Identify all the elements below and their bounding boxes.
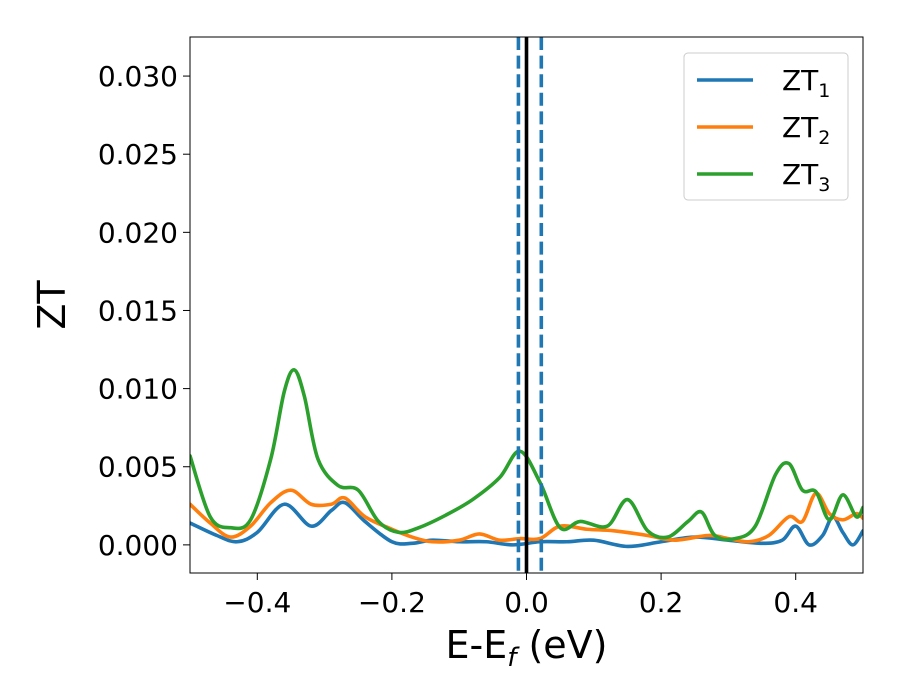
y-tick-label: 0.030 bbox=[98, 60, 178, 93]
y-axis-label: ZT bbox=[30, 280, 74, 330]
y-tick-label: 0.010 bbox=[98, 373, 178, 406]
x-axis: −0.4 −0.2 0.0 0.2 0.4 bbox=[223, 573, 818, 619]
x-tick-label: −0.2 bbox=[358, 586, 426, 619]
x-label-unit: (eV) bbox=[516, 623, 607, 667]
y-tick-label: 0.020 bbox=[98, 216, 178, 249]
legend-label-1: ZT1 bbox=[782, 64, 830, 102]
y-tick-label: 0.025 bbox=[98, 138, 178, 171]
series-line-3 bbox=[190, 368, 863, 542]
x-axis-label: E-Ef (eV) bbox=[446, 623, 608, 673]
y-tick-label: 0.005 bbox=[98, 451, 178, 484]
legend-label-2: ZT2 bbox=[782, 111, 830, 149]
vlines-layer bbox=[516, 37, 544, 573]
x-label-main: E-E bbox=[446, 623, 508, 667]
legend: ZT1 ZT2 ZT3 bbox=[683, 52, 849, 201]
x-tick-label: −0.4 bbox=[223, 586, 291, 619]
y-tick-label: 0.015 bbox=[98, 294, 178, 327]
x-tick-label: 0.2 bbox=[639, 586, 684, 619]
x-tick-label: 0.0 bbox=[504, 586, 549, 619]
legend-box bbox=[683, 52, 849, 201]
legend-label-3: ZT3 bbox=[782, 158, 830, 196]
x-tick-label: 0.4 bbox=[773, 586, 818, 619]
series-line-2 bbox=[190, 488, 863, 544]
y-tick-label: 0.000 bbox=[98, 529, 178, 562]
y-axis: 0.000 0.005 0.010 0.015 0.020 0.025 0.030 bbox=[98, 60, 190, 562]
